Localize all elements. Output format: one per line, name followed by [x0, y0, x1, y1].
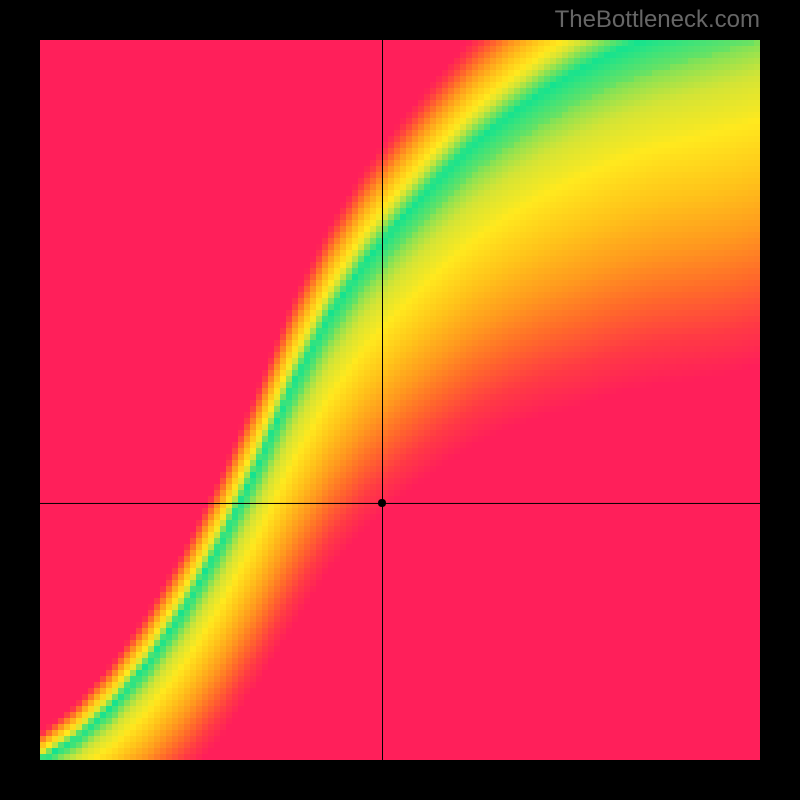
watermark-text: TheBottleneck.com: [555, 6, 760, 34]
chart-frame: TheBottleneck.com: [0, 0, 800, 800]
plot-area: [40, 40, 760, 760]
heatmap-canvas: [40, 40, 760, 760]
